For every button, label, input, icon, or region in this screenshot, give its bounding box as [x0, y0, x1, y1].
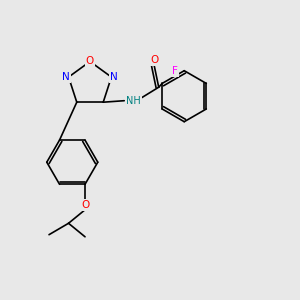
Text: NH: NH — [126, 96, 141, 106]
Text: O: O — [86, 56, 94, 67]
Text: N: N — [110, 72, 118, 82]
Text: O: O — [150, 55, 158, 64]
Text: O: O — [81, 200, 89, 210]
Text: F: F — [172, 66, 178, 76]
Text: N: N — [62, 72, 70, 82]
